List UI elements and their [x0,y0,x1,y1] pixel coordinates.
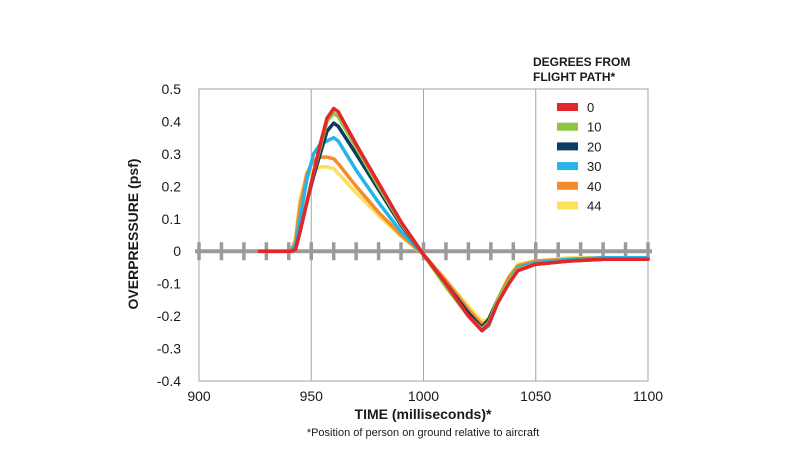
x-tick-label: 900 [187,388,211,404]
x-tick-label: 1100 [633,388,663,404]
y-tick-label: 0.3 [162,146,182,162]
x-tick-label: 1000 [408,388,439,404]
x-tick-label: 1050 [520,388,551,404]
y-tick-label: 0.5 [162,81,182,97]
legend-label-0: 0 [587,100,594,115]
legend-title-line-1: DEGREES FROM [533,55,630,69]
legend-swatch-40 [557,181,578,190]
legend-label-40: 40 [587,179,601,194]
legend-label-44: 44 [587,199,601,214]
legend-title-line-2: FLIGHT PATH* [533,70,616,84]
legend-swatch-44 [557,201,578,210]
legend-label-20: 20 [587,139,601,154]
y-axis-title: OVERPRESSURE (psf) [125,159,141,310]
grid-lines [310,89,537,381]
y-tick-label: 0.4 [162,113,182,129]
x-axis-title: TIME (milliseconds)* [355,406,492,422]
y-tick-label: 0 [173,243,181,259]
series-line-0 [257,106,650,333]
legend-label-10: 10 [587,120,601,135]
y-tick-label: 0.1 [162,211,182,227]
x-tick-label: 950 [300,388,324,404]
y-tick-label: -0.2 [157,308,181,324]
y-tick-label: 0.2 [162,178,182,194]
series-layer [257,106,650,333]
y-tick-label: -0.1 [157,276,181,292]
y-tick-labels: 0.5 0.4 0.3 0.2 0.1 0 -0.1 -0.2 -0.3 -0.4 [157,81,181,389]
x-tick-labels: 900 950 1000 1050 1100 [187,388,663,404]
legend-label-30: 30 [587,159,601,174]
legend-swatch-30 [557,162,578,171]
y-tick-label: -0.4 [157,373,181,389]
legend-swatch-10 [557,122,578,131]
footnote: *Position of person on ground relative t… [307,427,539,439]
legend: 0 10 20 30 40 44 [557,100,601,214]
y-tick-label: -0.3 [157,341,181,357]
legend-swatch-0 [557,103,578,111]
legend-swatch-20 [557,142,578,151]
